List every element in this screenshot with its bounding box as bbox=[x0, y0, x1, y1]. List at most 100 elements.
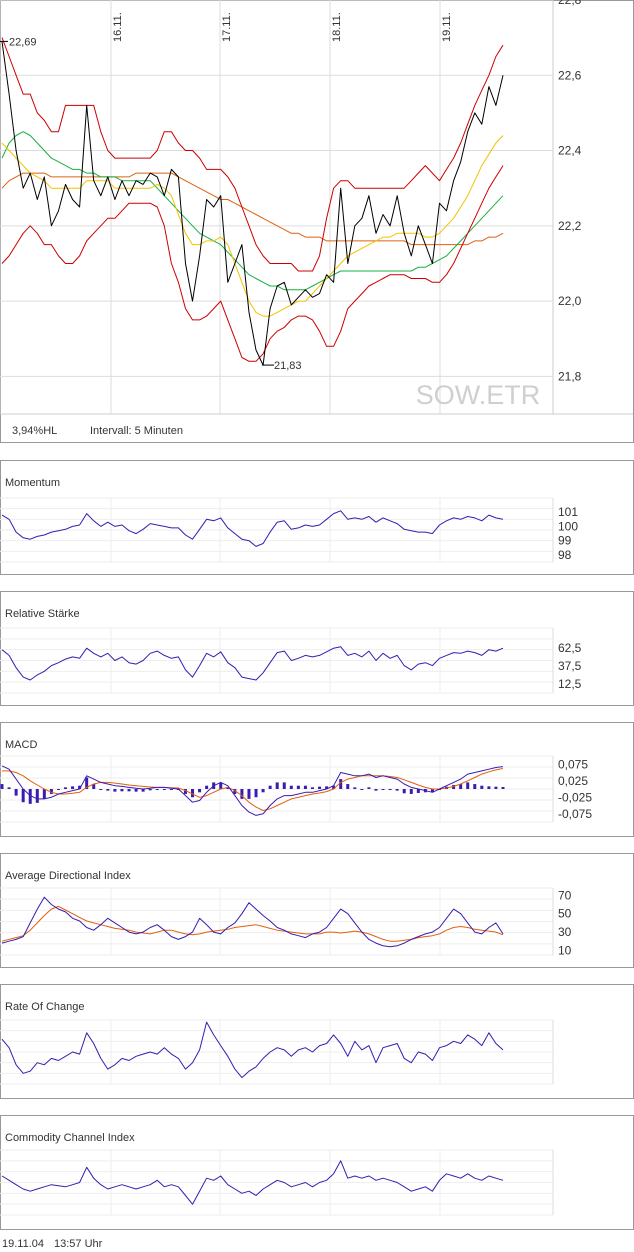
macd-histogram-bar bbox=[127, 789, 131, 792]
macd-panel-frame bbox=[0, 722, 634, 837]
macd-histogram-bar bbox=[261, 789, 265, 793]
macd-histogram-bar bbox=[113, 789, 117, 792]
rsi-y-tick-label: 12,5 bbox=[558, 677, 582, 691]
macd-histogram-bar bbox=[233, 789, 237, 794]
macd-histogram-bar bbox=[49, 789, 53, 794]
macd-histogram-bar bbox=[219, 782, 223, 789]
macd-histogram-bar bbox=[240, 789, 244, 799]
adx-y-tick-label: 50 bbox=[558, 907, 572, 921]
adx-title: Average Directional Index bbox=[5, 870, 131, 882]
price-panel-frame bbox=[0, 0, 634, 443]
macd-histogram-bar bbox=[282, 782, 286, 789]
adx-y-tick-label: 10 bbox=[558, 943, 572, 957]
macd-histogram-bar bbox=[155, 789, 159, 790]
macd-histogram-bar bbox=[205, 785, 209, 789]
macd-histogram-bar bbox=[226, 787, 230, 789]
macd-histogram-bar bbox=[56, 789, 60, 790]
macd-histogram-bar bbox=[198, 789, 202, 793]
macd-histogram-bar bbox=[480, 785, 484, 789]
price-y-tick-label: 22,2 bbox=[558, 219, 582, 233]
interval-info: Intervall: 5 Minuten bbox=[90, 425, 183, 437]
adx-di-line bbox=[1, 905, 504, 942]
macd-histogram-bar bbox=[332, 785, 336, 789]
momentum-panel-frame bbox=[0, 460, 634, 575]
macd-histogram-bar bbox=[134, 789, 138, 792]
macd-histogram-bar bbox=[346, 784, 350, 789]
macd-histogram-bar bbox=[409, 789, 413, 794]
macd-histogram-bar bbox=[14, 789, 18, 796]
macd-histogram-bar bbox=[289, 785, 293, 789]
macd-histogram-bar bbox=[494, 786, 498, 789]
momentum-line bbox=[1, 510, 504, 547]
adx-y-tick-label: 30 bbox=[558, 925, 572, 939]
macd-histogram-bar bbox=[21, 789, 25, 803]
macd-histogram-bar bbox=[275, 782, 279, 789]
macd-histogram-bar bbox=[106, 789, 110, 791]
price-y-tick-label: 22,8 bbox=[558, 0, 582, 7]
macd-histogram-bar bbox=[99, 789, 103, 790]
macd-histogram-bar bbox=[64, 787, 68, 789]
macd-histogram-bar bbox=[0, 784, 4, 789]
macd-histogram-bar bbox=[339, 779, 343, 789]
macd-histogram-bar bbox=[120, 789, 124, 792]
rsi-y-tick-label: 62,5 bbox=[558, 641, 582, 655]
momentum-title: Momentum bbox=[5, 477, 60, 489]
bollinger-upper-line bbox=[1, 37, 504, 272]
macd-histogram-bar bbox=[28, 789, 32, 804]
rsi-title: Relative Stärke bbox=[5, 608, 80, 620]
macd-histogram-bar bbox=[92, 784, 96, 789]
footer: 19.11.04 13:57 Uhr bbox=[2, 1238, 112, 1250]
sma-fast-line bbox=[1, 135, 504, 317]
macd-y-tick-label: -0,025 bbox=[558, 790, 592, 804]
macd-histogram-bar bbox=[374, 789, 378, 791]
cci-title: Commodity Channel Index bbox=[5, 1132, 135, 1144]
macd-histogram-bar bbox=[466, 782, 470, 789]
macd-histogram-bar bbox=[35, 789, 39, 803]
macd-histogram-bar bbox=[452, 785, 456, 789]
adx-y-tick-label: 70 bbox=[558, 888, 572, 902]
price-date-label: 19.11. bbox=[441, 12, 453, 42]
macd-histogram-bar bbox=[169, 789, 173, 790]
footer-time: 13:57 Uhr bbox=[54, 1238, 103, 1250]
momentum-y-tick-label: 101 bbox=[558, 505, 578, 519]
macd-histogram-bar bbox=[247, 789, 251, 799]
macd-histogram-bar bbox=[183, 789, 187, 794]
price-y-tick-label: 21,8 bbox=[558, 369, 582, 383]
price-y-tick-label: 22,6 bbox=[558, 68, 582, 82]
adx-line bbox=[1, 896, 504, 948]
macd-histogram-bar bbox=[381, 789, 385, 790]
macd-histogram-bar bbox=[310, 787, 314, 789]
macd-histogram-bar bbox=[296, 785, 300, 789]
sma-slow-line bbox=[1, 172, 504, 246]
macd-histogram-bar bbox=[162, 789, 166, 790]
price-date-label: 18.11. bbox=[331, 12, 343, 42]
bollinger-lower-line bbox=[1, 165, 504, 362]
macd-y-tick-label: 0,025 bbox=[558, 774, 588, 788]
macd-histogram-bar bbox=[395, 789, 399, 791]
high-label: 22,69 bbox=[9, 36, 37, 48]
rsi-line bbox=[1, 646, 504, 681]
macd-histogram-bar bbox=[268, 785, 272, 789]
macd-histogram-bar bbox=[367, 787, 371, 789]
rsi-y-tick-label: 37,5 bbox=[558, 659, 582, 673]
macd-histogram-bar bbox=[325, 786, 329, 789]
macd-histogram-bar bbox=[430, 789, 434, 793]
macd-histogram-bar bbox=[141, 789, 145, 792]
low-label: 21,83 bbox=[274, 360, 302, 372]
macd-histogram-bar bbox=[360, 789, 364, 790]
price-y-tick-label: 22,4 bbox=[558, 144, 582, 158]
cci-panel-frame bbox=[0, 1115, 634, 1230]
footer-date: 19.11.04 bbox=[2, 1238, 45, 1250]
macd-histogram-bar bbox=[254, 789, 258, 798]
price-date-label: 17.11. bbox=[221, 12, 233, 42]
macd-histogram-bar bbox=[501, 787, 505, 789]
range-info: 3,94%HL bbox=[12, 425, 57, 437]
macd-histogram-bar bbox=[487, 786, 491, 789]
macd-histogram-bar bbox=[7, 787, 11, 789]
macd-histogram-bar bbox=[318, 786, 322, 789]
macd-histogram-bar bbox=[191, 789, 195, 798]
macd-histogram-bar bbox=[416, 789, 420, 793]
macd-y-tick-label: 0,075 bbox=[558, 757, 588, 771]
macd-histogram-bar bbox=[353, 787, 357, 789]
